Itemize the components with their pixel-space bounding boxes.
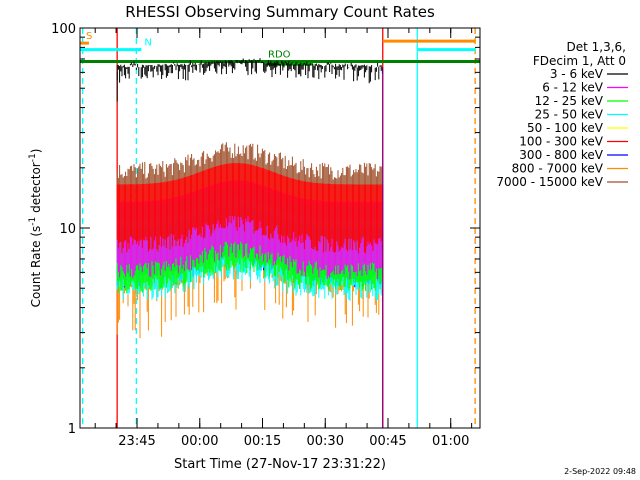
footer-timestamp: 2-Sep-2022 09:48 [564,467,636,476]
legend-label-8: 7000 - 15000 keV [496,175,603,189]
legend-label-5: 100 - 300 keV [519,135,603,149]
y-axis-label: Count Rate (s-1 detector-1) [28,149,43,308]
x-tick-label-5: 01:00 [432,434,469,449]
legend-label-1: 6 - 12 keV [542,81,604,95]
y-tick-label-2: 100 [51,22,76,37]
chart-title: RHESSI Observing Summary Count Rates [125,3,435,21]
legend-label-6: 300 - 800 keV [519,148,603,162]
legend-header-attenuator: FDecim 1, Att 0 [533,54,626,68]
legend-label-3: 25 - 50 keV [535,108,604,122]
legend-label-0: 3 - 6 keV [550,67,604,81]
x-tick-label-0: 23:45 [118,434,155,449]
x-axis-label: Start Time (27-Nov-17 23:31:22) [174,457,386,472]
x-tick-label-1: 00:00 [181,434,218,449]
legend-label-2: 12 - 25 keV [535,94,604,108]
flag-label-0: S [86,31,92,42]
flag-label-2: N [144,38,151,49]
x-tick-label-3: 00:30 [307,434,344,449]
y-tick-label-1: 10 [59,222,76,237]
legend-label-7: 800 - 7000 keV [512,162,604,176]
legend-header-detectors: Det 1,3,6, [567,40,627,54]
x-tick-label-4: 00:45 [369,434,406,449]
x-tick-label-2: 00:15 [244,434,281,449]
legend-label-4: 50 - 100 keV [527,121,604,135]
y-tick-label-0: 1 [68,422,76,437]
series-trace-5 [116,163,383,254]
flag-label-5: RDO [268,49,291,60]
plot-area: S N RDO 1 10 100 23:45 00:00 00:15 00:30 00:45 01:0… [51,22,481,449]
